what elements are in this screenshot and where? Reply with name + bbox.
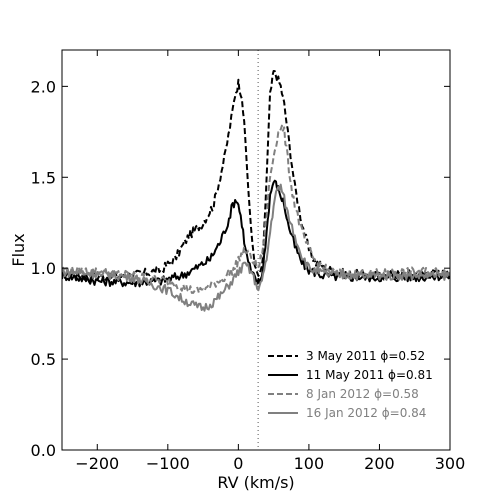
legend-label-2: 11 May 2011 ϕ=0.81 [306,368,433,382]
x-axis-label: RV (km/s) [217,473,294,492]
series-group [62,70,450,312]
legend-label-3: 8 Jan 2012 ϕ=0.58 [306,387,419,401]
y-tick-label: 1.5 [31,168,56,187]
y-tick-label: 2.0 [31,77,56,96]
x-tick-label: 300 [435,454,466,473]
y-axis-label: Flux [9,233,28,266]
x-tick-label: −100 [146,454,190,473]
y-tick-label: 0.0 [31,441,56,460]
series-line-3 [62,124,450,294]
x-tick-label: 100 [294,454,325,473]
x-tick-label: 0 [233,454,243,473]
legend: 3 May 2011 ϕ=0.52 11 May 2011 ϕ=0.81 8 Jan… [268,349,433,420]
legend-label-4: 16 Jan 2012 ϕ=0.84 [306,406,426,420]
plot-frame [61,49,451,451]
series-line-4 [62,183,450,312]
x-tick-label: −200 [75,454,119,473]
legend-label-1: 3 May 2011 ϕ=0.52 [306,349,425,363]
y-tick-label: 1.0 [31,259,56,278]
y-tick-label: 0.5 [31,350,56,369]
series-line-1 [62,70,450,282]
x-tick-label: 200 [364,454,395,473]
